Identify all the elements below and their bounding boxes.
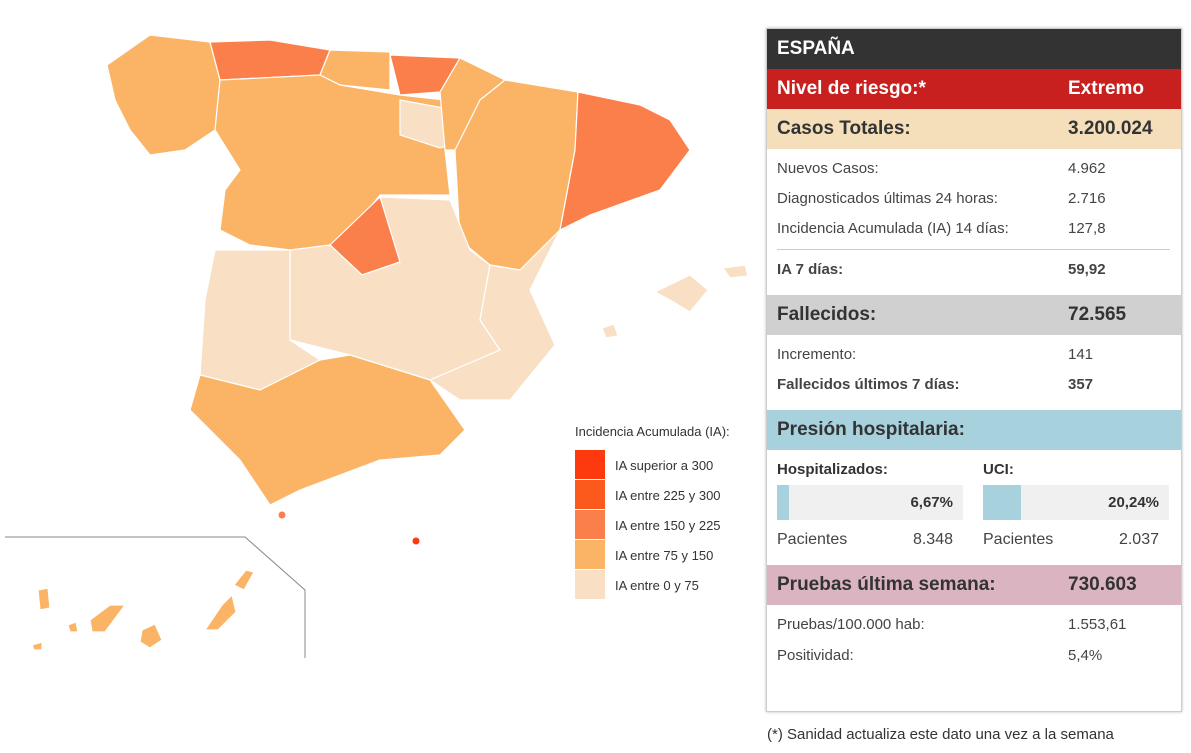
- legend-swatch: [575, 450, 605, 479]
- map: [5, 34, 749, 658]
- region: [601, 323, 619, 339]
- region: [67, 621, 79, 633]
- title: ESPAÑA: [777, 38, 855, 59]
- region: [37, 587, 51, 611]
- risk-header: Nivel de riesgo:* Extremo: [767, 69, 1181, 109]
- label: Nivel de riesgo:*: [777, 78, 926, 99]
- legend-swatch: [575, 480, 605, 509]
- tests-header: Pruebas última semana: 730.603: [767, 565, 1181, 605]
- region: [209, 39, 331, 81]
- patients-label: Pacientes: [777, 531, 848, 548]
- label: Nuevos Casos:: [777, 160, 879, 177]
- cases-header: Casos Totales: 3.200.024: [767, 109, 1181, 149]
- region: [278, 511, 286, 519]
- patients-value: 2.037: [1118, 531, 1159, 548]
- region: [721, 264, 749, 279]
- label: Incidencia Acumulada (IA) 14 días:: [777, 220, 1009, 237]
- legend-swatch: [575, 540, 605, 569]
- region: [203, 593, 237, 631]
- label: Incremento:: [777, 346, 857, 363]
- legend-label: IA entre 150 y 225: [615, 518, 721, 533]
- value: Extremo: [1068, 78, 1145, 99]
- value: 5,4%: [1068, 647, 1103, 664]
- label: Pruebas/100.000 hab:: [777, 616, 925, 633]
- legend-item: IA entre 150 y 225: [575, 510, 745, 540]
- region: [428, 229, 561, 401]
- legend-item: IA entre 225 y 300: [575, 480, 745, 510]
- label: Fallecidos:: [777, 304, 877, 325]
- region: [89, 604, 127, 633]
- panel-title: ESPAÑA: [767, 29, 1181, 69]
- region: [559, 91, 691, 232]
- bar-label: 20,24%: [1108, 494, 1159, 511]
- value: 59,92: [1068, 261, 1106, 278]
- label: Positividad:: [777, 647, 854, 664]
- legend-label: IA entre 225 y 300: [615, 488, 721, 503]
- unit-label: UCI:: [983, 461, 1014, 478]
- region: [653, 274, 709, 313]
- value: 2.716: [1068, 190, 1106, 207]
- bar: [777, 485, 790, 520]
- value: 127,8: [1068, 220, 1106, 237]
- legend-title: Incidencia Acumulada (IA):: [575, 424, 730, 439]
- legend-item: IA entre 75 y 150: [575, 540, 745, 570]
- label: Pruebas última semana:: [777, 574, 996, 595]
- inset-border: [5, 536, 306, 658]
- hospital-header: Presión hospitalaria:: [767, 410, 1181, 450]
- region: [106, 34, 221, 156]
- region: [139, 623, 163, 649]
- value: 730.603: [1068, 574, 1137, 595]
- region: [233, 569, 255, 591]
- label: Fallecidos últimos 7 días:: [777, 376, 960, 393]
- patients-label: Pacientes: [983, 531, 1054, 548]
- label: Diagnosticados últimas 24 horas:: [777, 190, 998, 207]
- divider: [777, 249, 1170, 250]
- legend-label: IA entre 0 y 75: [615, 578, 699, 593]
- legend-swatch: [575, 570, 605, 599]
- info-panel: ESPAÑA Nivel de riesgo:* Extremo Casos To…: [766, 28, 1182, 712]
- bar-track: 6,67%: [777, 485, 963, 520]
- patients-value: 8.348: [912, 531, 953, 548]
- region: [31, 641, 43, 651]
- deaths-header: Fallecidos: 72.565: [767, 295, 1181, 335]
- region: [189, 354, 466, 506]
- legend-swatch: [575, 510, 605, 539]
- title: Presión hospitalaria:: [777, 419, 965, 440]
- region: [412, 537, 420, 545]
- footnote: (*) Sanidad actualiza este dato una vez …: [767, 726, 1114, 743]
- unit-label: Hospitalizados:: [777, 461, 888, 478]
- bar-track: 20,24%: [983, 485, 1169, 520]
- legend-item: IA entre 0 y 75: [575, 570, 745, 600]
- value: 357: [1068, 376, 1094, 393]
- legend-item: IA superior a 300: [575, 450, 745, 480]
- legend-label: IA superior a 300: [615, 458, 714, 473]
- value: 3.200.024: [1068, 118, 1153, 139]
- bar: [983, 485, 1021, 520]
- value: 141: [1068, 346, 1094, 363]
- label: Casos Totales:: [777, 118, 911, 139]
- value: 1.553,61: [1068, 616, 1127, 633]
- value: 72.565: [1068, 304, 1127, 325]
- label: IA 7 días:: [777, 261, 844, 278]
- value: 4.962: [1068, 160, 1106, 177]
- bar-label: 6,67%: [910, 494, 953, 511]
- legend-label: IA entre 75 y 150: [615, 548, 714, 563]
